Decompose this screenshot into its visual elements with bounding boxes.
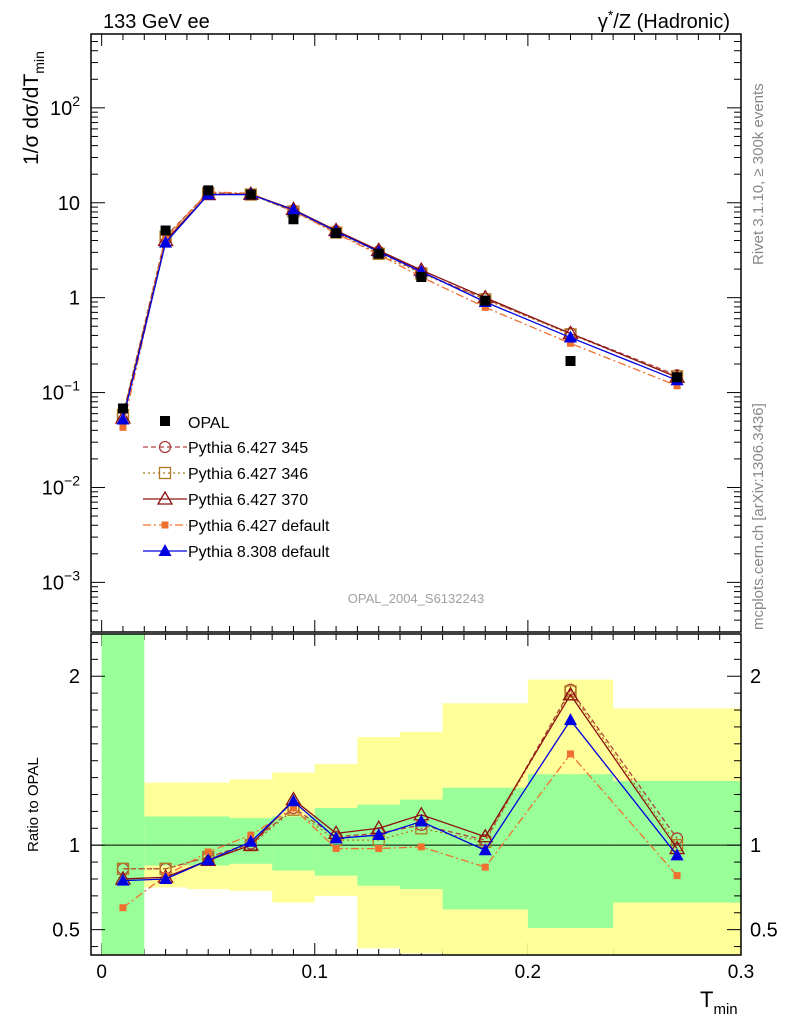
legend-marker	[161, 521, 169, 529]
series-point-main	[564, 330, 578, 343]
series-line-main	[122, 191, 678, 428]
main-panel: 10−3 10−2 10−1 1 10 102	[42, 33, 742, 955]
x-tick-label: 0.2	[515, 962, 541, 983]
series-point-ratio	[375, 845, 383, 853]
ratio-y-tick-label-right: 2	[750, 666, 761, 688]
legend-marker	[158, 440, 172, 454]
series-point-ratio	[244, 834, 258, 847]
data-point	[288, 214, 299, 225]
series-point-main	[159, 235, 173, 248]
series-point-ratio	[562, 686, 579, 701]
main-frame	[90, 33, 742, 633]
x-tick-label: 0.3	[728, 962, 754, 983]
series-point-ratio	[372, 828, 386, 841]
legend-marker	[158, 466, 172, 480]
legend-label: Pythia 8.308 default	[188, 544, 330, 561]
analysis-label: OPAL_2004_S6132243	[348, 591, 484, 606]
x-axis-label: Tmin	[700, 987, 738, 1018]
series-point-ratio	[670, 848, 684, 861]
series-point-main	[119, 423, 127, 431]
data-point	[331, 228, 342, 239]
y-tick-label: 10−3	[42, 567, 80, 594]
rivet-label: Rivet 3.1.10, ≥ 300k events	[750, 83, 767, 265]
data-point	[117, 403, 128, 414]
series-point-ratio	[670, 832, 684, 845]
band-stat	[272, 816, 315, 871]
series-point-ratio	[414, 814, 428, 827]
series-point-ratio	[564, 685, 577, 698]
data-point	[245, 189, 256, 200]
legend: OPAL Pythia 6.427 345 Pythia 6.427 346 Pyth…	[143, 415, 330, 561]
ratio-y-tick-label-right: 0.5	[750, 920, 778, 942]
legend-label: Pythia 6.427 345	[188, 440, 308, 457]
data-point	[672, 372, 683, 383]
ratio-y-tick-label-left: 1	[69, 835, 80, 857]
legend-marker-data	[160, 416, 170, 426]
series-point-ratio	[289, 804, 297, 812]
y-tick-label: 1	[69, 288, 80, 310]
y-tick-label: 102	[50, 93, 80, 120]
mcplots-label: mcplots.cern.ch [arXiv:1306.3436]	[750, 403, 767, 630]
legend-label-data: OPAL	[188, 415, 230, 432]
data-point	[373, 248, 384, 259]
data-point	[565, 356, 576, 367]
data-point	[416, 272, 427, 283]
legend-marker	[156, 490, 174, 505]
series-point-ratio	[481, 863, 489, 871]
series-line-main	[122, 192, 678, 416]
series-point-main	[286, 202, 300, 215]
legend-marker	[158, 544, 172, 556]
y-tick-label: 10	[58, 193, 80, 215]
series-line-main	[122, 193, 678, 419]
series-point-ratio	[477, 828, 494, 843]
ratio-y-tick-label-left: 0.5	[52, 920, 80, 942]
legend-label: Pythia 6.427 default	[188, 518, 330, 535]
x-tick-label: 0.1	[302, 962, 328, 983]
y-tick-label: 10−1	[42, 378, 80, 405]
band-stat	[101, 634, 145, 955]
ratio-y-tick-label-right: 1	[750, 835, 761, 857]
series-point-ratio	[332, 845, 340, 853]
series-point-ratio	[119, 904, 127, 912]
band-stat	[527, 774, 614, 928]
y-axis-label-ratio: Ratio to OPAL	[25, 757, 42, 852]
y-tick-label: 10−2	[42, 472, 80, 499]
data-point	[480, 295, 491, 306]
series-line-ratio	[122, 688, 678, 870]
series-line-main	[122, 191, 678, 416]
ratio-panel: 0 0.1 0.2 0.3 0.5 0.5 1 1 2 2	[52, 633, 778, 983]
series-point-ratio	[204, 848, 212, 856]
series-point-ratio	[116, 873, 130, 886]
band-stat	[144, 816, 187, 866]
series-point-ratio	[478, 843, 492, 856]
legend-label: Pythia 6.427 370	[188, 492, 308, 509]
series-point-ratio	[567, 750, 575, 758]
series-point-ratio	[201, 853, 215, 866]
series-point-main	[481, 303, 489, 311]
data-point	[160, 225, 171, 236]
series-point-main	[567, 339, 575, 347]
x-tick-label: 0	[96, 962, 107, 983]
series-point-ratio	[159, 871, 173, 884]
series-point-ratio	[329, 831, 343, 844]
series-point-ratio	[417, 843, 425, 851]
series-point-main	[673, 382, 681, 390]
header-right: γ*/Z (Hadronic)	[598, 7, 730, 33]
series-line-main	[122, 193, 678, 420]
series-point-ratio	[564, 713, 578, 726]
ratio-y-tick-label-left: 2	[69, 666, 80, 688]
series-point-ratio	[673, 872, 681, 880]
series-point-main	[116, 412, 130, 425]
header-left: 133 GeV ee	[103, 11, 210, 33]
data-point	[203, 185, 214, 196]
legend-label: Pythia 6.427 346	[188, 466, 308, 483]
y-axis-label-main: 1/σ dσ/dTmin	[20, 51, 47, 165]
series-point-ratio	[286, 794, 300, 807]
